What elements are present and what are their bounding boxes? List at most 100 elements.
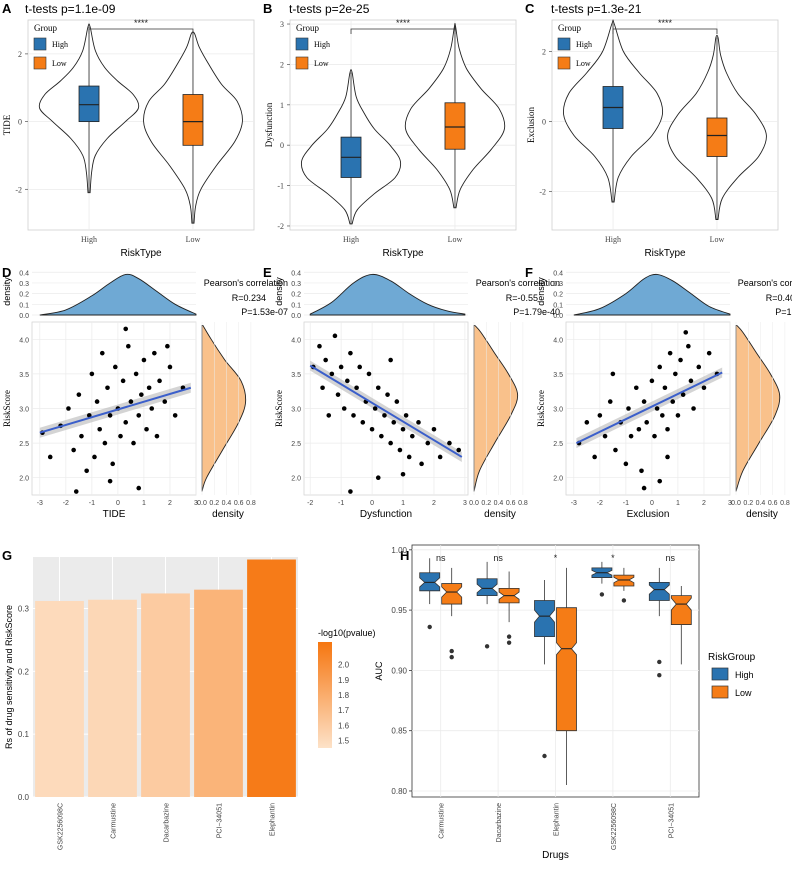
scatter-point bbox=[431, 426, 437, 432]
violin-ytick-label-b: -2 bbox=[277, 222, 284, 231]
scatter-point bbox=[394, 399, 400, 404]
box-signif-label: * bbox=[611, 553, 615, 563]
box-outlier bbox=[506, 640, 512, 645]
corr-p: P=1.79e-40 bbox=[513, 307, 560, 317]
density-xlabel: density bbox=[746, 509, 778, 520]
scatter-point bbox=[437, 454, 443, 460]
box-ytick-label: 0.80 bbox=[391, 787, 407, 796]
scatter-ylabel: RiskScore bbox=[2, 390, 12, 427]
scatter-point bbox=[86, 413, 92, 418]
density-tick-label: 0.2 bbox=[553, 292, 563, 299]
box-ytick-label: 0.90 bbox=[391, 666, 407, 675]
scatter-point bbox=[660, 413, 665, 418]
legend-title: Group bbox=[34, 23, 57, 33]
panel-letter-e: E bbox=[263, 265, 272, 280]
signif-bracket bbox=[88, 28, 194, 34]
scatter-xtick-label: 3 bbox=[728, 500, 732, 507]
violin-ytick-label-b: 0 bbox=[280, 141, 284, 150]
density-tick-label: 0.6 bbox=[234, 500, 244, 507]
density-side-area bbox=[201, 324, 247, 492]
legend-swatch-low bbox=[33, 56, 47, 70]
bar-category-label: PCI−34051 bbox=[217, 803, 224, 838]
scatter-point bbox=[366, 371, 372, 377]
density-xlabel: density bbox=[484, 509, 516, 520]
density-ylabel: density bbox=[536, 277, 546, 306]
scatter-point bbox=[79, 433, 84, 439]
violin-ytick-label-c: 0 bbox=[542, 118, 546, 127]
scatter-point bbox=[657, 478, 663, 484]
scatter-point bbox=[154, 433, 160, 439]
scatter-point bbox=[400, 471, 406, 477]
scatter-xtick-label: -1 bbox=[623, 500, 629, 507]
density-tick-label: 0.3 bbox=[553, 281, 563, 288]
box-ylabel: AUC bbox=[374, 661, 384, 681]
bar-ytick-label: 0.2 bbox=[18, 667, 30, 676]
violin-category-label: High bbox=[81, 235, 97, 244]
violin-box-low bbox=[706, 117, 728, 157]
bar-4 bbox=[247, 559, 296, 797]
scatter-point bbox=[92, 454, 97, 460]
scatter-point bbox=[696, 364, 702, 370]
density-tick-label: 0.2 bbox=[481, 500, 491, 507]
colorbar-title: -log10(pvalue) bbox=[318, 628, 376, 638]
legend-label: Low bbox=[576, 59, 591, 68]
scatter-point bbox=[654, 406, 660, 411]
density-top-area bbox=[39, 273, 197, 316]
scatter-point bbox=[456, 447, 462, 453]
scatter-point bbox=[691, 406, 696, 411]
violin-xlabel: RiskType bbox=[120, 248, 162, 259]
colorbar-tick-label: 2.0 bbox=[338, 661, 350, 670]
scatter-xtick-label: 1 bbox=[142, 500, 146, 507]
density-tick-label: 0.1 bbox=[553, 302, 563, 309]
scatter-ytick-label: 3.0 bbox=[291, 407, 301, 414]
scatter-point bbox=[133, 371, 139, 377]
legend-swatch-low bbox=[557, 56, 571, 70]
scatter-xlabel: Exclusion bbox=[627, 509, 670, 520]
panel-letter-h: H bbox=[400, 548, 409, 563]
scatter-point bbox=[126, 343, 131, 349]
density-tick-label: 0.2 bbox=[19, 292, 29, 299]
scatter-point bbox=[670, 399, 676, 404]
colorbar-tick-label: 1.8 bbox=[338, 691, 350, 700]
violin-ytick-label-b: 2 bbox=[280, 60, 284, 69]
panel-letter-b: B bbox=[263, 1, 272, 16]
scatter-point bbox=[375, 385, 381, 391]
box-legend-swatch-high bbox=[711, 667, 729, 681]
box-outlier bbox=[427, 624, 432, 630]
density-tick-label: 0.2 bbox=[743, 500, 753, 507]
scatter-point bbox=[351, 413, 356, 418]
box-legend-title: RiskGroup bbox=[708, 652, 756, 663]
scatter-point bbox=[139, 392, 144, 397]
notched-box-high bbox=[534, 600, 555, 638]
violin-category-label: Low bbox=[448, 235, 463, 244]
scatter-point bbox=[107, 413, 113, 418]
scatter-xtick-label: 0 bbox=[116, 500, 120, 507]
legend-swatch-high bbox=[557, 37, 571, 51]
scatter-ytick-label: 3.0 bbox=[553, 407, 563, 414]
scatter-point bbox=[326, 413, 332, 418]
scatter-point bbox=[680, 392, 686, 397]
scatter-point bbox=[410, 433, 415, 439]
box-signif-label: ns bbox=[666, 553, 676, 563]
notched-box-high bbox=[419, 572, 441, 592]
scatter-point bbox=[94, 399, 100, 404]
signif-label: **** bbox=[134, 18, 149, 28]
scatter-point bbox=[602, 433, 608, 439]
box-outlier bbox=[621, 598, 627, 603]
scatter-point bbox=[416, 420, 421, 425]
scatter-point bbox=[47, 454, 53, 460]
density-tick-label: 0.4 bbox=[553, 270, 563, 277]
violin-title-c: t-tests p=1.3e-21 bbox=[551, 2, 642, 16]
legend-label: High bbox=[576, 40, 592, 49]
density-tick-label: 0.4 bbox=[756, 500, 766, 507]
violin-ylabel: Exclusion bbox=[526, 107, 536, 143]
scatter-point bbox=[338, 364, 344, 370]
scatter-point bbox=[447, 440, 452, 446]
violin-ytick-label-a: 0 bbox=[18, 118, 22, 127]
density-ylabel: density bbox=[274, 277, 284, 306]
density-side-area bbox=[473, 324, 519, 492]
box-legend-label: High bbox=[735, 670, 754, 680]
box-ytick-label: 1.00 bbox=[391, 546, 407, 555]
scatter-point bbox=[348, 489, 353, 494]
violin-title-a: t-tests p=1.1e-09 bbox=[25, 2, 116, 16]
